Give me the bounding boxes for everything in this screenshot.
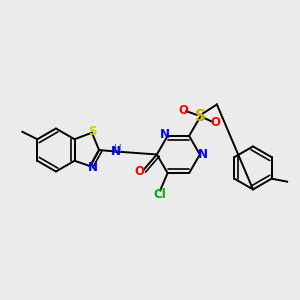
Text: N: N bbox=[198, 148, 208, 161]
Text: N: N bbox=[110, 145, 121, 158]
Text: O: O bbox=[178, 104, 188, 117]
Text: O: O bbox=[210, 116, 220, 129]
Text: S: S bbox=[88, 125, 97, 138]
Text: H: H bbox=[114, 144, 122, 154]
Text: Cl: Cl bbox=[153, 188, 166, 201]
Text: S: S bbox=[195, 109, 206, 124]
Text: O: O bbox=[134, 165, 144, 178]
Text: N: N bbox=[88, 161, 98, 174]
Text: N: N bbox=[160, 128, 170, 141]
